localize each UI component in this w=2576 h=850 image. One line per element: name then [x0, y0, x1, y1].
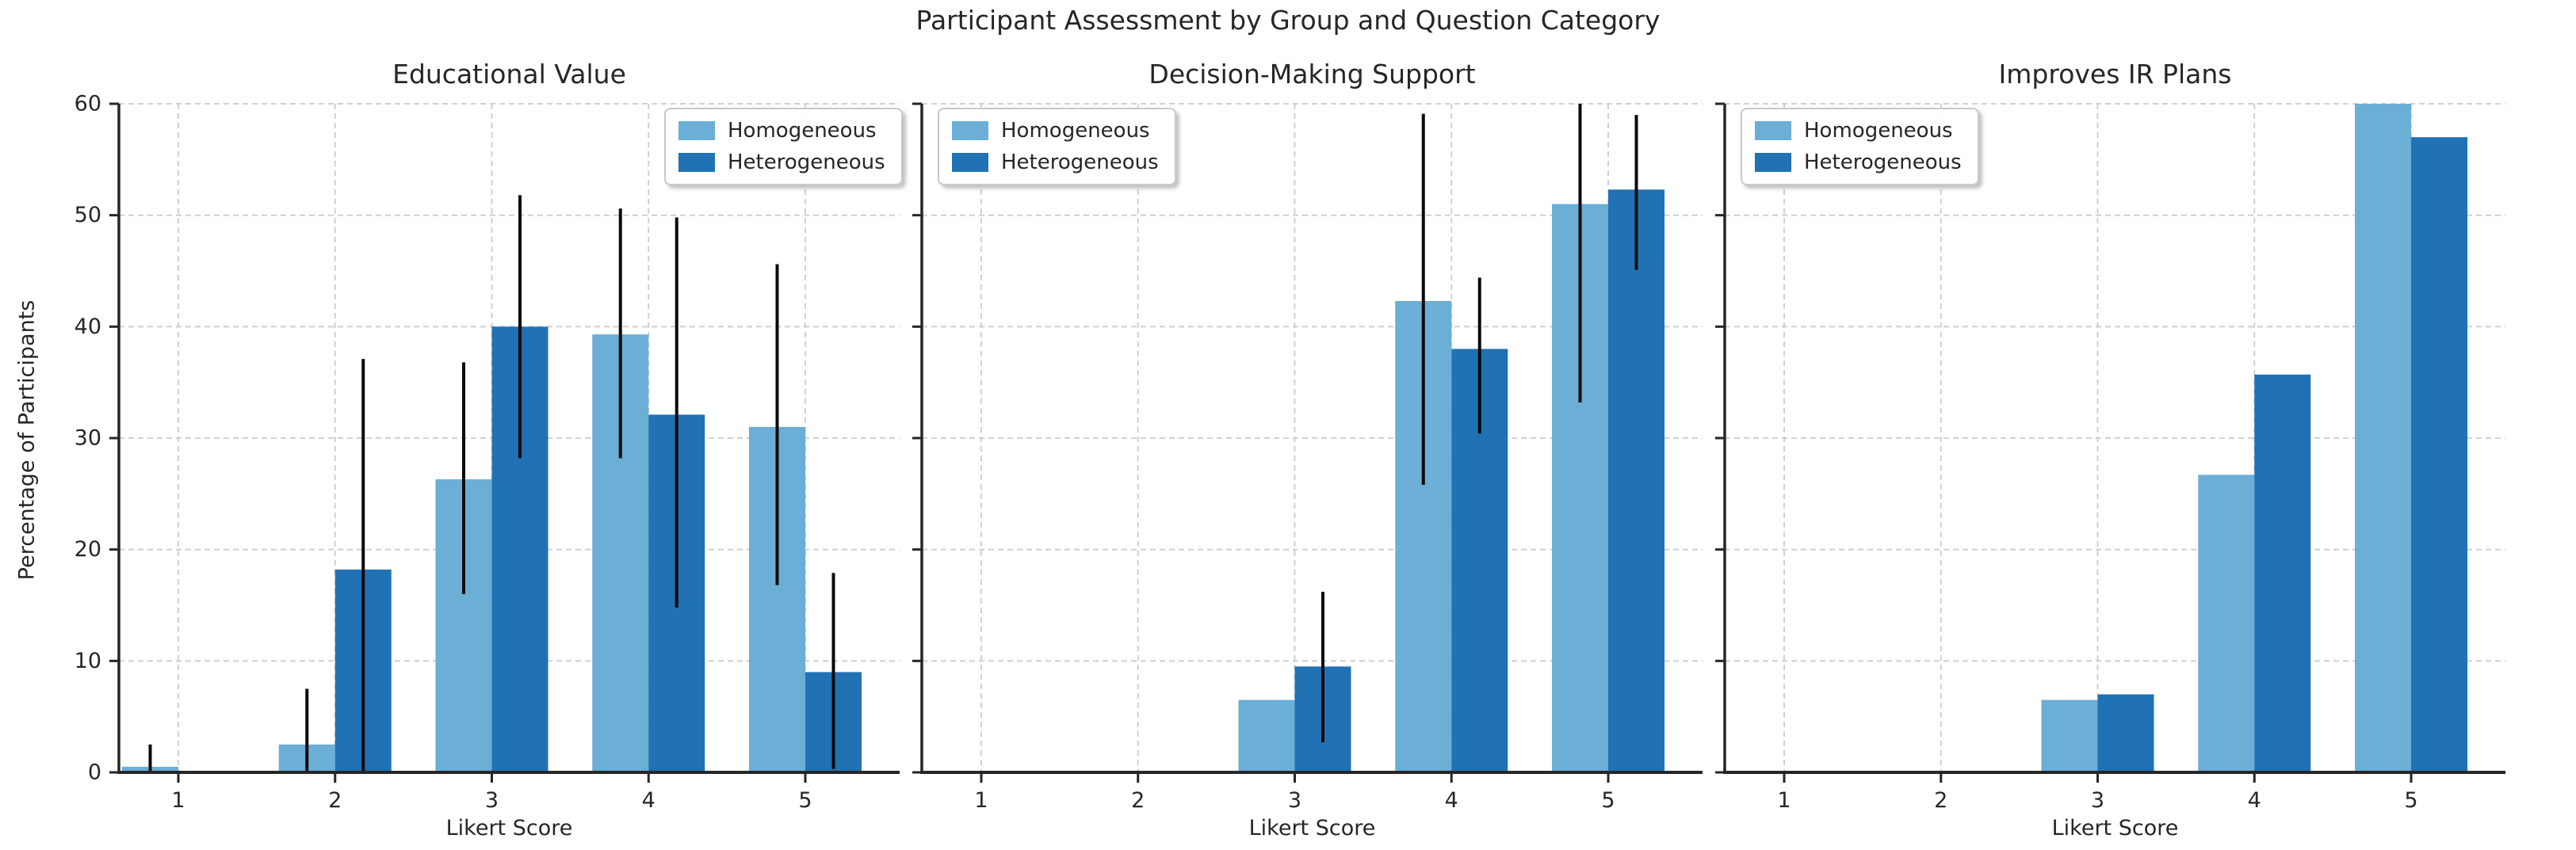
x-axis-label: Likert Score — [2051, 816, 2179, 840]
legend-swatch-homogeneous-icon — [1755, 121, 1791, 140]
legend-label-heterogeneous: Heterogeneous — [1804, 151, 1962, 174]
panel-0: 0 10 20 30 40 50 60 1 2 3 4 5 — [75, 92, 900, 813]
panel-2: 1 2 3 4 5 — [1715, 102, 2505, 813]
y-tick-label: 20 — [75, 537, 101, 562]
x-tick-label: 2 — [1131, 788, 1145, 813]
legend-swatch-heterogeneous-icon — [952, 153, 988, 172]
legend-item-heterogeneous: Heterogeneous — [952, 151, 1159, 174]
panel-title-educational-value: Educational Value — [392, 59, 626, 90]
x-tick-label: 2 — [328, 788, 342, 813]
bar-heterogeneous-score-5 — [1608, 189, 1664, 772]
legend-item-homogeneous: Homogeneous — [952, 119, 1159, 143]
bar-homogeneous-score-5 — [2355, 104, 2411, 772]
bar-heterogeneous-score-4 — [2254, 374, 2311, 772]
y-tick-label: 30 — [75, 426, 101, 451]
x-tick-label: 2 — [1934, 788, 1947, 813]
legend-label-heterogeneous: Heterogeneous — [1001, 151, 1159, 174]
x-tick-label: 1 — [974, 788, 988, 813]
panel-title-decision-making-support: Decision-Making Support — [1148, 59, 1476, 90]
bar-heterogeneous-score-5 — [2411, 137, 2467, 772]
figure-title: Participant Assessment by Group and Ques… — [915, 5, 1661, 36]
x-tick-label: 4 — [642, 788, 655, 813]
y-tick-label: 60 — [75, 92, 101, 116]
legend-panel-2: Homogeneous Heterogeneous — [938, 108, 1176, 185]
x-tick-label: 5 — [798, 788, 812, 813]
bar-heterogeneous-score-3 — [2097, 694, 2154, 772]
y-tick-label: 40 — [75, 314, 101, 339]
legend-item-heterogeneous: Heterogeneous — [1755, 151, 1962, 174]
y-axis-label: Percentage of Participants — [14, 299, 40, 581]
legend-label-homogeneous: Homogeneous — [1001, 119, 1150, 143]
x-tick-label: 4 — [2248, 788, 2261, 813]
x-tick-label: 5 — [1601, 788, 1615, 813]
y-tick-label: 50 — [75, 203, 101, 227]
x-tick-label: 4 — [1445, 788, 1458, 813]
legend-swatch-heterogeneous-icon — [1755, 153, 1791, 172]
legend-item-homogeneous: Homogeneous — [678, 119, 885, 143]
legend-item-heterogeneous: Heterogeneous — [678, 151, 885, 174]
y-tick-label: 10 — [75, 649, 101, 673]
x-tick-label: 5 — [2404, 788, 2417, 813]
x-tick-label: 1 — [1777, 788, 1791, 813]
bar-homogeneous-score-3 — [1238, 699, 1295, 772]
bar-homogeneous-score-3 — [2041, 699, 2098, 772]
legend-panel-3: Homogeneous Heterogeneous — [1741, 108, 1979, 185]
x-tick-label: 3 — [485, 788, 499, 813]
panel-title-improves-ir-plans: Improves IR Plans — [1998, 59, 2232, 90]
x-axis-label: Likert Score — [1248, 816, 1376, 840]
legend-item-homogeneous: Homogeneous — [1755, 119, 1962, 143]
legend-panel-1: Homogeneous Heterogeneous — [664, 108, 903, 185]
y-tick-label: 0 — [88, 760, 101, 785]
legend-swatch-homogeneous-icon — [678, 121, 715, 140]
x-tick-label: 3 — [2091, 788, 2104, 813]
x-axis-label: Likert Score — [445, 816, 573, 840]
legend-label-heterogeneous: Heterogeneous — [728, 151, 885, 174]
panel-1: 1 2 3 4 5 — [912, 102, 1703, 813]
legend-label-homogeneous: Homogeneous — [1804, 119, 1953, 143]
legend-swatch-heterogeneous-icon — [678, 153, 715, 172]
x-tick-label: 3 — [1288, 788, 1301, 813]
bar-homogeneous-score-4 — [2198, 475, 2255, 772]
legend-label-homogeneous: Homogeneous — [728, 119, 877, 143]
x-tick-label: 1 — [171, 788, 185, 813]
legend-swatch-homogeneous-icon — [952, 121, 988, 140]
